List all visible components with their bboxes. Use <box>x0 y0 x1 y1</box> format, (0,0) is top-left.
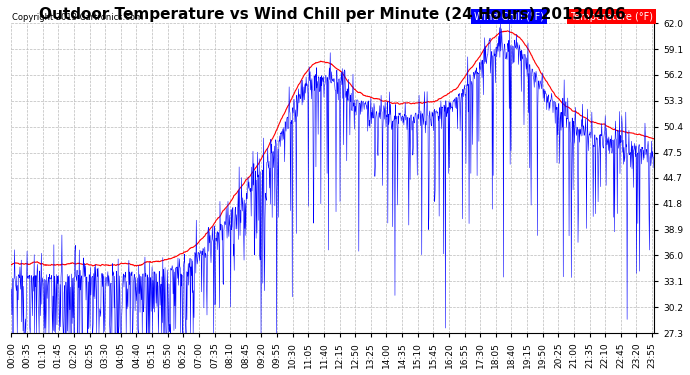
Text: Temperature (°F): Temperature (°F) <box>571 12 653 21</box>
Text: Wind Chill (°F): Wind Chill (°F) <box>474 12 544 21</box>
Title: Outdoor Temperature vs Wind Chill per Minute (24 Hours) 20130406: Outdoor Temperature vs Wind Chill per Mi… <box>39 7 626 22</box>
Text: Copyright 2013 Cartronics.com: Copyright 2013 Cartronics.com <box>12 12 144 21</box>
